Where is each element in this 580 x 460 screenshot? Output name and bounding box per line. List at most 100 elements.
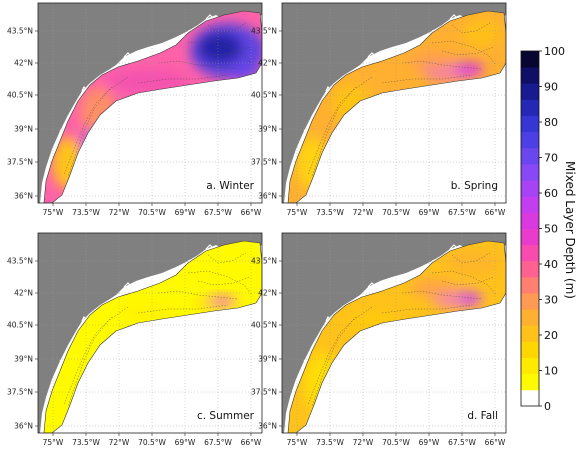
map-area <box>38 233 262 433</box>
lon-tick-label: 70.5°W <box>382 438 410 447</box>
lat-tick-label: 37.5°N <box>251 388 277 397</box>
colorbar-tick-label: 60 <box>544 187 558 200</box>
lon-tick-label: 69°W <box>419 208 440 217</box>
lon-tick-label: 75°W <box>287 208 308 217</box>
land-mass <box>282 3 506 203</box>
colorbar-cell <box>521 212 539 229</box>
lat-tick-label: 40.5°N <box>7 321 33 330</box>
lon-tick-label: 70.5°W <box>138 438 166 447</box>
lon-tick-label: 73.5°W <box>72 208 100 217</box>
shelf-boundary <box>43 10 262 203</box>
colorbar-cell <box>521 51 539 68</box>
colorbar-cell <box>521 276 539 294</box>
colorbar-cells <box>521 51 539 407</box>
bathymetry-contours <box>63 22 253 178</box>
lon-tick-label: 75°W <box>43 208 64 217</box>
land-mass <box>282 233 506 433</box>
land-mass <box>38 233 262 433</box>
contour-line <box>401 60 483 70</box>
colorbar-cell <box>521 309 539 326</box>
contour-line <box>307 316 357 406</box>
colorbar-tick-label: 30 <box>544 294 558 307</box>
mld-patch <box>198 32 242 64</box>
bathymetry-contours <box>307 252 497 408</box>
colorbar-cell <box>521 67 539 84</box>
shelf-boundary <box>287 10 506 203</box>
lon-tick-label: 73.5°W <box>72 438 100 447</box>
colorbar-cell <box>521 293 539 310</box>
lon-tick-label: 72°W <box>353 438 374 447</box>
colorbar-tick-label: 20 <box>544 329 558 342</box>
lat-tick-label: 40.5°N <box>251 321 277 330</box>
contour-line <box>197 276 251 286</box>
colorbar-cell <box>521 325 539 342</box>
lat-tick-label: 42°N <box>14 289 33 298</box>
colorbar-tick-label: 70 <box>544 152 558 165</box>
land-mass <box>38 3 262 203</box>
contour-line <box>197 46 251 56</box>
map-frame <box>37 232 263 434</box>
panel-label: c. Summer <box>197 410 255 422</box>
contour-line <box>431 40 497 66</box>
colorbar-tick-label: 100 <box>544 45 565 58</box>
map-panel-2: 43.5°N 42°N 40.5°N 39°N 37.5°N 36°N 75°W 73.5°W… <box>251 2 507 217</box>
lat-tick-label: 42°N <box>14 59 33 68</box>
lon-tick-label: 70.5°W <box>382 208 410 217</box>
contour-line <box>63 86 113 176</box>
mld-patch <box>408 51 456 71</box>
colorbar-cell <box>521 357 539 375</box>
colorbar-cell <box>521 131 539 149</box>
lon-tick-label: 75°W <box>43 438 64 447</box>
contour-line <box>381 304 473 314</box>
lon-tick-label: 66°W <box>485 438 506 447</box>
panel-label: b. Spring <box>451 180 498 192</box>
contour-line <box>137 74 229 84</box>
lat-tick-label: 39°N <box>258 355 277 364</box>
mld-patch <box>462 19 502 47</box>
lat-tick-label: 40.5°N <box>7 91 33 100</box>
shelf-boundary <box>43 240 262 433</box>
contour-line <box>67 306 129 408</box>
panel-label: a. Winter <box>206 180 254 192</box>
colorbar-cell <box>521 196 539 213</box>
mld-patch <box>118 303 178 323</box>
lat-tick-label: 36°N <box>14 422 33 431</box>
map-area <box>38 3 262 203</box>
map-panel-4: 43.5°N 42°N 40.5°N 39°N 37.5°N 36°N 75°W 73.5°W… <box>251 232 507 447</box>
colorbar-cell <box>521 260 539 278</box>
contour-line <box>157 290 239 300</box>
contour-line <box>381 74 473 84</box>
lat-tick-label: 43.5°N <box>7 27 33 36</box>
lat-tick-label: 42°N <box>258 289 277 298</box>
colorbar-tick-label: 40 <box>544 258 558 271</box>
lon-tick-label: 69°W <box>175 438 196 447</box>
contour-line <box>207 22 247 34</box>
lon-tick-label: 69°W <box>175 208 196 217</box>
mld-patch <box>410 278 454 298</box>
lon-tick-label: 72°W <box>109 438 130 447</box>
map-panels: 43.5°N 42°N 40.5°N 39°N 37.5°N 36°N 75°W 73.5°W… <box>7 2 507 447</box>
contour-line <box>187 40 253 66</box>
lat-tick-label: 43.5°N <box>251 257 277 266</box>
colorbar-cell <box>521 389 539 407</box>
lat-tick-label: 39°N <box>258 125 277 134</box>
colorbar-cell <box>521 228 539 246</box>
lon-tick-label: 66°W <box>241 208 262 217</box>
map-area <box>282 233 506 433</box>
contour-line <box>307 86 357 176</box>
contour-line <box>63 316 113 406</box>
lat-tick-label: 37.5°N <box>251 158 277 167</box>
colorbar-tick-label: 50 <box>544 223 558 236</box>
lat-tick-label: 36°N <box>258 422 277 431</box>
colorbar-cell <box>521 180 539 197</box>
contour-line <box>451 252 491 264</box>
map-panel-3: 43.5°N 42°N 40.5°N 39°N 37.5°N 36°N 75°W 73.5°W… <box>7 232 263 447</box>
contour-line <box>451 22 491 34</box>
bathymetry-contours <box>307 22 497 178</box>
colorbar-tick-label: 10 <box>544 365 558 378</box>
colorbar-cell <box>521 163 539 181</box>
lon-tick-label: 69°W <box>419 438 440 447</box>
lon-tick-label: 67.5°W <box>448 438 476 447</box>
